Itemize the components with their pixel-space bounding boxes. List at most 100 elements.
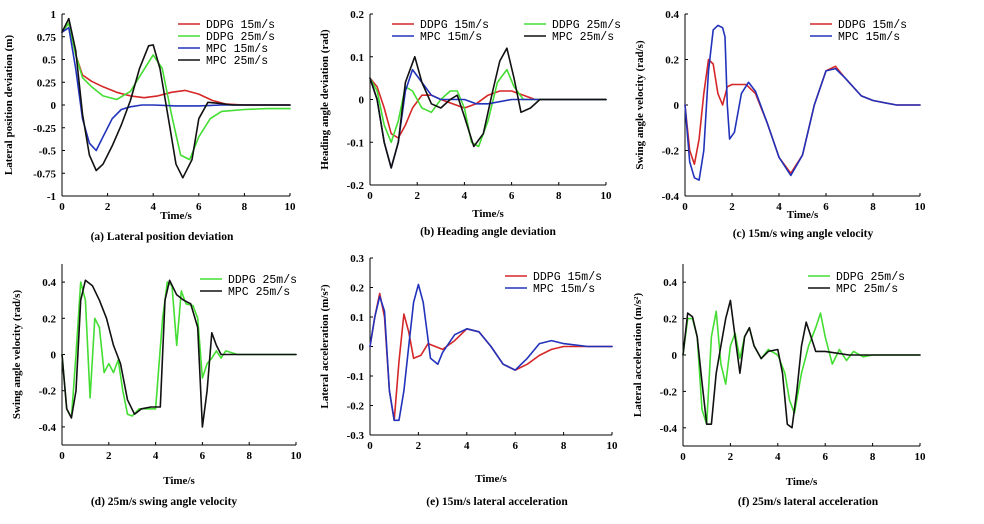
x-tick-label: 10 bbox=[607, 440, 619, 452]
series-line bbox=[369, 283, 613, 422]
y-tick-label: -0.2 bbox=[347, 180, 365, 192]
y-tick-label: -0.75 bbox=[33, 168, 56, 180]
y-tick-label: 0.25 bbox=[37, 77, 57, 89]
legend-entry: DDPG 15m/s bbox=[533, 271, 602, 284]
legend-entry: MPC 25m/s bbox=[836, 283, 898, 296]
y-axis-label: Heading angle deviation (rad) bbox=[319, 29, 331, 170]
x-tick-label: 2 bbox=[414, 190, 420, 202]
x-tick-label: 6 bbox=[512, 440, 518, 452]
y-tick-label: 0.2 bbox=[663, 314, 677, 326]
x-tick-label: 0 bbox=[59, 450, 65, 462]
panel-a: 0 2 4 6 8 10 1 0.75 0.5 0.25 0 -0.25 -0.5 -0.75 -1 Time… bbox=[3, 9, 296, 243]
y-tick-label: -0.3 bbox=[347, 430, 365, 442]
x-tick-label: 8 bbox=[556, 190, 562, 202]
legend-entry: MPC 25m/s bbox=[206, 55, 268, 68]
series-line bbox=[61, 17, 291, 179]
panel-caption: (f) 25m/s lateral acceleration bbox=[738, 496, 879, 508]
y-tick-label: -0.2 bbox=[39, 386, 57, 398]
x-tick-label: 0 bbox=[680, 451, 686, 463]
x-tick-label: 4 bbox=[776, 201, 782, 213]
y-tick-label: -0.1 bbox=[347, 371, 364, 383]
y-tick-label: -0.4 bbox=[39, 422, 57, 434]
legend-entry: DDPG 25m/s bbox=[552, 19, 621, 32]
y-axis-label: Lateral position deviation (m) bbox=[3, 35, 15, 176]
y-tick-label: -0.2 bbox=[347, 401, 365, 413]
y-tick-label: 0 bbox=[359, 342, 365, 354]
panel-f: 0 2 4 6 8 10 0.4 0.2 0 -0.2 -0.4 Time/s Lateral acce… bbox=[632, 264, 926, 508]
y-tick-label: -0.4 bbox=[662, 191, 680, 203]
series-line bbox=[369, 292, 613, 422]
series-line bbox=[61, 279, 297, 428]
x-tick-label: 10 bbox=[291, 450, 303, 462]
x-tick-label: 0 bbox=[682, 201, 688, 213]
y-axis-label: Swing angle velocity (rad/s) bbox=[634, 40, 646, 170]
legend-entry: MPC 15m/s bbox=[533, 283, 595, 296]
series-line bbox=[369, 47, 607, 169]
x-axis-label: Time/s bbox=[786, 476, 818, 488]
y-tick-label: 0 bbox=[359, 95, 365, 107]
x-tick-label: 2 bbox=[729, 201, 735, 213]
legend-entry: DDPG 15m/s bbox=[420, 19, 489, 32]
y-tick-label: 0 bbox=[51, 350, 57, 362]
y-tick-label: 0.2 bbox=[350, 9, 364, 21]
x-tick-label: 4 bbox=[462, 190, 468, 202]
y-tick-label: 0 bbox=[672, 350, 678, 362]
series-line bbox=[682, 310, 921, 426]
x-tick-label: 10 bbox=[285, 201, 297, 213]
legend-entry: MPC 25m/s bbox=[228, 286, 290, 299]
x-axis-label: Time/s bbox=[787, 209, 819, 221]
panel-caption: (a) Lateral position deviation bbox=[91, 231, 234, 243]
x-tick-label: 8 bbox=[242, 201, 248, 213]
legend-entry: MPC 15m/s bbox=[420, 31, 482, 44]
panel-caption: (c) 15m/s wing angle velocity bbox=[733, 228, 874, 240]
y-tick-label: 0.1 bbox=[350, 312, 364, 324]
y-tick-label: 0.3 bbox=[350, 253, 364, 265]
x-tick-label: 6 bbox=[509, 190, 515, 202]
legend-entry: DDPG 25m/s bbox=[228, 274, 297, 287]
x-axis-label: Time/s bbox=[163, 475, 195, 487]
legend-entry: MPC 15m/s bbox=[206, 43, 268, 56]
panel-caption: (e) 15m/s lateral acceleration bbox=[426, 496, 568, 508]
panel-d: 0 2 4 6 8 10 0.4 0.2 0 -0.2 -0.4 Time/s Swing angle … bbox=[11, 264, 302, 508]
x-tick-label: 6 bbox=[200, 450, 206, 462]
y-tick-label: 1 bbox=[51, 9, 57, 21]
y-tick-label: 0.75 bbox=[37, 32, 57, 44]
legend-entry: DDPG 15m/s bbox=[206, 19, 275, 32]
x-tick-label: 10 bbox=[601, 190, 613, 202]
y-tick-label: 0 bbox=[674, 100, 680, 112]
y-tick-label: -1 bbox=[47, 191, 56, 203]
y-tick-label: 0.1 bbox=[350, 52, 364, 64]
x-tick-label: 4 bbox=[150, 201, 156, 213]
x-tick-label: 4 bbox=[775, 451, 781, 463]
legend-entry: MPC 15m/s bbox=[838, 31, 900, 44]
x-tick-label: 6 bbox=[196, 201, 202, 213]
legend-entry: MPC 25m/s bbox=[552, 31, 614, 44]
x-tick-label: 0 bbox=[59, 201, 65, 213]
y-axis-label: Lateral acceleration (m/s²) bbox=[632, 293, 644, 418]
y-tick-label: -0.25 bbox=[33, 123, 56, 135]
legend-entry: DDPG 15m/s bbox=[838, 19, 907, 32]
y-tick-label: -0.1 bbox=[347, 137, 364, 149]
y-tick-label: 0.2 bbox=[350, 283, 364, 295]
panel-b: 0 2 4 6 8 10 0.2 0.1 0 -0.1 -0.2 Time/s Heading angl… bbox=[319, 9, 621, 238]
y-tick-label: 0 bbox=[51, 100, 57, 112]
x-tick-label: 10 bbox=[915, 201, 927, 213]
x-tick-label: 8 bbox=[561, 440, 567, 452]
panel-c: 0 2 4 6 8 10 0.4 0.2 0 -0.2 -0.4 Time/s Swing angle … bbox=[634, 9, 926, 240]
series-line bbox=[684, 24, 921, 181]
x-tick-label: 2 bbox=[105, 201, 111, 213]
y-tick-label: 0.5 bbox=[42, 55, 56, 67]
x-tick-label: 0 bbox=[367, 440, 373, 452]
y-tick-label: -0.2 bbox=[662, 146, 680, 158]
x-tick-label: 8 bbox=[870, 451, 876, 463]
x-tick-label: 8 bbox=[870, 201, 876, 213]
y-tick-label: -0.2 bbox=[660, 386, 678, 398]
series-line bbox=[682, 299, 921, 429]
y-tick-label: 0.4 bbox=[42, 277, 56, 289]
panel-caption: (d) 25m/s swing angle velocity bbox=[91, 496, 238, 508]
